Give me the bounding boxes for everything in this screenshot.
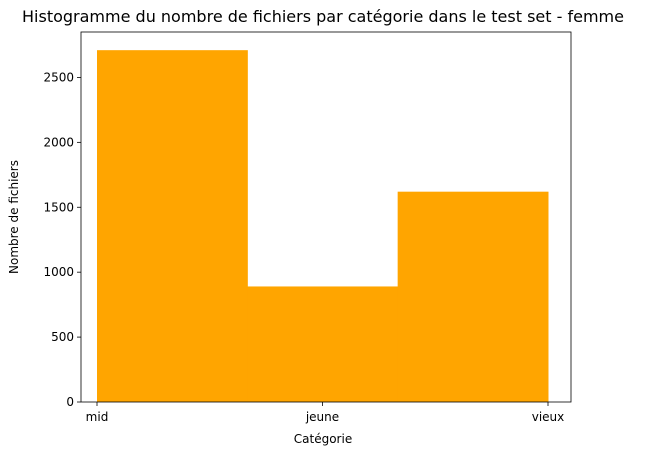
y-tick-label: 500 [51, 330, 74, 344]
bar-jeune [247, 286, 399, 402]
y-axis-label: Nombre de fichiers [7, 160, 21, 274]
plot-frame [80, 31, 572, 403]
y-tick-label: 1500 [43, 200, 74, 214]
x-axis-label: Catégorie [294, 432, 352, 446]
x-tick-label-vieux: vieux [532, 410, 565, 424]
y-tick-label: 2500 [43, 70, 74, 84]
chart-title: Histogramme du nombre de fichiers par ca… [22, 7, 624, 26]
y-tick-label: 1000 [43, 265, 74, 279]
bar-mid [97, 50, 248, 402]
y-tick-label: 0 [66, 395, 74, 409]
x-tick-label-jeune: jeune [305, 410, 339, 424]
x-tick-label-mid: mid [86, 410, 109, 424]
bar-vieux [397, 191, 549, 402]
y-tick-label: 2000 [43, 135, 74, 149]
